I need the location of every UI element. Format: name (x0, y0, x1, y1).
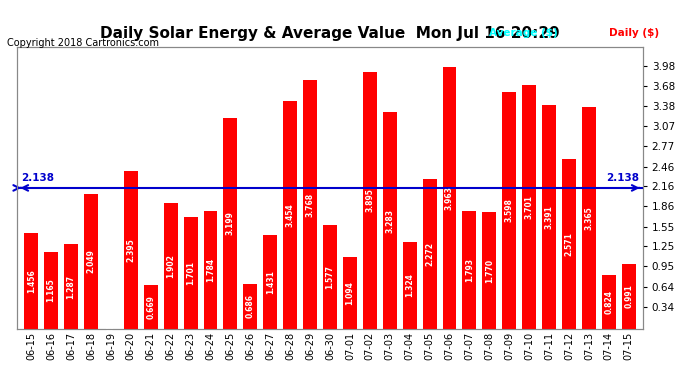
Text: 1.577: 1.577 (326, 265, 335, 289)
Bar (184, 217, 197, 329)
Text: 2.272: 2.272 (425, 242, 434, 266)
Text: Copyright 2018 Cartronics.com: Copyright 2018 Cartronics.com (7, 38, 159, 48)
Bar (303, 80, 317, 329)
Text: 2.571: 2.571 (564, 232, 573, 256)
Text: 0.686: 0.686 (246, 294, 255, 318)
Bar (224, 118, 237, 329)
Bar (602, 274, 616, 329)
Text: 1.324: 1.324 (405, 273, 414, 297)
Text: 3.895: 3.895 (365, 189, 375, 212)
Bar (323, 225, 337, 329)
Bar (283, 101, 297, 329)
Text: 1.902: 1.902 (166, 254, 175, 278)
Bar (562, 159, 576, 329)
Bar (164, 204, 177, 329)
Text: Daily ($): Daily ($) (609, 28, 659, 38)
Bar (403, 242, 417, 329)
Text: 3.391: 3.391 (544, 205, 553, 229)
Text: Average ($): Average ($) (489, 28, 558, 38)
Bar (582, 107, 596, 329)
Bar (383, 112, 397, 329)
Text: 3.454: 3.454 (286, 203, 295, 227)
Text: 1.287: 1.287 (66, 274, 75, 298)
Bar (124, 171, 138, 329)
Text: 1.701: 1.701 (186, 261, 195, 285)
Bar (482, 212, 496, 329)
Text: 1.793: 1.793 (465, 258, 474, 282)
Text: 0.669: 0.669 (146, 295, 155, 319)
Text: 2.138: 2.138 (606, 172, 639, 183)
Text: 1.094: 1.094 (346, 281, 355, 305)
Bar (363, 72, 377, 329)
Text: 3.963: 3.963 (445, 186, 454, 210)
Text: 3.598: 3.598 (505, 198, 514, 222)
Bar (264, 234, 277, 329)
Text: 2.138: 2.138 (21, 172, 55, 183)
Bar (462, 211, 476, 329)
Text: 2.049: 2.049 (86, 249, 95, 273)
Text: 1.165: 1.165 (47, 279, 56, 302)
Text: 0.000: 0.000 (106, 307, 115, 331)
Bar (204, 211, 217, 329)
Text: 3.365: 3.365 (584, 206, 593, 230)
Bar (24, 233, 38, 329)
Text: 3.701: 3.701 (524, 195, 533, 219)
Text: 1.431: 1.431 (266, 270, 275, 294)
Text: 0.991: 0.991 (624, 284, 633, 308)
Bar (522, 85, 536, 329)
Title: Daily Solar Energy & Average Value  Mon Jul 16 20:29: Daily Solar Energy & Average Value Mon J… (100, 26, 560, 41)
Text: 0.824: 0.824 (604, 290, 613, 314)
Text: 2.395: 2.395 (126, 238, 135, 262)
Text: 1.770: 1.770 (485, 258, 494, 283)
Text: 3.283: 3.283 (385, 209, 394, 232)
Text: 1.456: 1.456 (27, 269, 36, 293)
Bar (502, 92, 516, 329)
Text: 3.768: 3.768 (306, 193, 315, 217)
Bar (343, 257, 357, 329)
Bar (622, 264, 635, 329)
Text: 3.199: 3.199 (226, 211, 235, 236)
Bar (244, 284, 257, 329)
Bar (542, 105, 556, 329)
Text: 1.784: 1.784 (206, 258, 215, 282)
Bar (84, 194, 98, 329)
Bar (64, 244, 78, 329)
Bar (144, 285, 158, 329)
Bar (44, 252, 58, 329)
Bar (442, 68, 457, 329)
Bar (422, 179, 437, 329)
